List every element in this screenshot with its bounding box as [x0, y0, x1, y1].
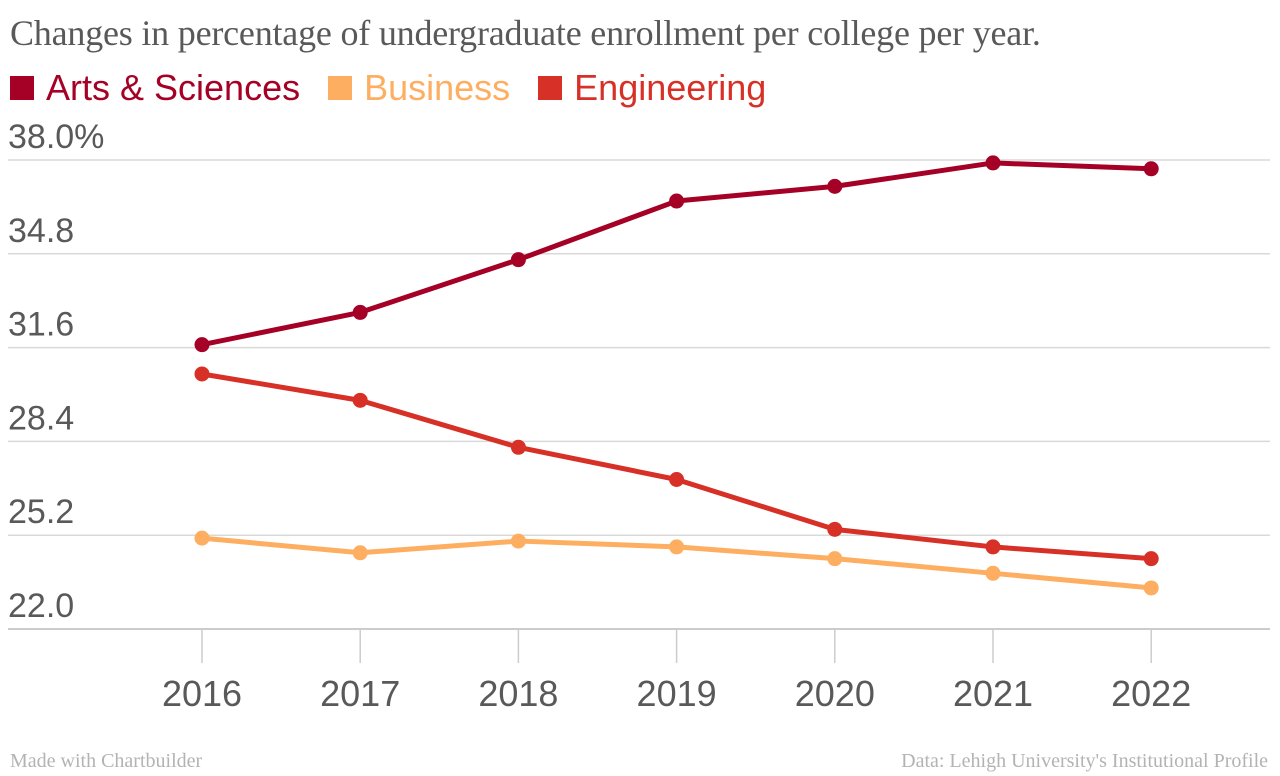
y-tick-label: 28.4	[8, 399, 74, 437]
data-point-arts-sciences	[669, 193, 685, 209]
y-tick-label: 31.6	[8, 306, 74, 344]
x-tick-label: 2022	[1111, 673, 1191, 714]
data-point-business	[352, 545, 368, 561]
x-tick-label: 2018	[478, 673, 558, 714]
x-tick-label: 2016	[162, 673, 242, 714]
legend-swatch-business	[328, 76, 353, 100]
data-point-engineering	[985, 539, 1001, 555]
legend-item-business: Business	[328, 66, 510, 110]
y-tick-label: 25.2	[8, 493, 74, 531]
data-point-business	[194, 530, 210, 546]
data-point-engineering	[1143, 551, 1159, 567]
y-tick-label: 34.8	[8, 212, 74, 250]
data-point-engineering	[827, 521, 843, 537]
data-point-engineering	[669, 472, 685, 488]
chart-title: Changes in percentage of undergraduate e…	[10, 13, 1041, 53]
data-point-engineering	[194, 366, 210, 382]
legend-item-engineering: Engineering	[538, 66, 766, 110]
data-point-arts-sciences	[352, 304, 368, 320]
series-line-engineering	[199, 371, 1154, 562]
x-tick-label: 2017	[320, 673, 400, 714]
data-point-arts-sciences	[985, 155, 1001, 171]
data-point-arts-sciences	[827, 178, 843, 194]
legend-label-engineering: Engineering	[574, 67, 767, 108]
legend: Arts & Sciences Business Engineering	[10, 66, 766, 110]
data-point-business	[985, 565, 1001, 581]
legend-label-business: Business	[364, 67, 511, 108]
data-point-arts-sciences	[1143, 161, 1159, 177]
data-point-business	[510, 533, 526, 549]
footer-credit: Made with Chartbuilder	[10, 750, 203, 772]
data-point-business	[669, 539, 685, 555]
footer-source: Data: Lehigh University's Institutional …	[901, 750, 1268, 772]
y-tick-label: 22.0	[8, 587, 74, 625]
data-point-engineering	[352, 392, 368, 408]
x-tick-label: 2021	[953, 673, 1033, 714]
data-point-arts-sciences	[510, 252, 526, 268]
legend-swatch-arts-sciences	[10, 76, 34, 100]
data-point-business	[1143, 580, 1159, 596]
x-tick-label: 2020	[795, 673, 875, 714]
data-point-arts-sciences	[194, 337, 210, 353]
legend-swatch-engineering	[538, 76, 563, 100]
data-point-business	[827, 551, 843, 567]
x-tick-label: 2019	[637, 673, 717, 714]
data-point-engineering	[510, 439, 526, 455]
legend-label-arts-sciences: Arts & Sciences	[46, 67, 301, 108]
legend-item-arts-sciences: Arts & Sciences	[10, 66, 300, 110]
y-tick-label: 38.0%	[8, 118, 104, 156]
